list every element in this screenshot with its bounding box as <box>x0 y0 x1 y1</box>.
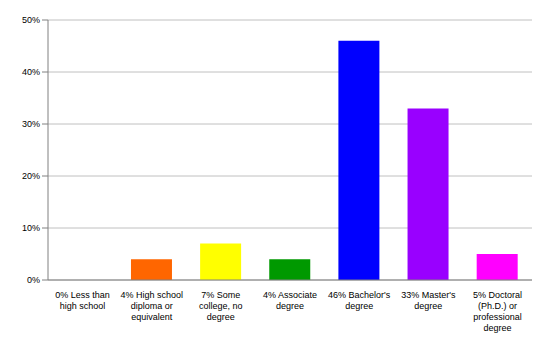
svg-text:30%: 30% <box>22 119 40 129</box>
svg-text:0%: 0% <box>27 275 40 285</box>
svg-text:20%: 20% <box>22 171 40 181</box>
svg-text:33% Master'sdegree: 33% Master'sdegree <box>401 290 456 311</box>
svg-text:50%: 50% <box>22 15 40 25</box>
svg-text:10%: 10% <box>22 223 40 233</box>
svg-text:4% High schooldiploma orequiva: 4% High schooldiploma orequivalent <box>120 290 183 322</box>
svg-text:46% Bachelor'sdegree: 46% Bachelor'sdegree <box>328 290 391 311</box>
svg-text:0% Less thanhigh school: 0% Less thanhigh school <box>55 290 110 311</box>
svg-text:7% Somecollege, nodegree: 7% Somecollege, nodegree <box>199 290 243 322</box>
svg-text:40%: 40% <box>22 67 40 77</box>
svg-text:5% Doctoral(Ph.D.) orprofessio: 5% Doctoral(Ph.D.) orprofessionaldegree <box>473 290 522 333</box>
svg-text:4% Associatedegree: 4% Associatedegree <box>263 290 317 311</box>
